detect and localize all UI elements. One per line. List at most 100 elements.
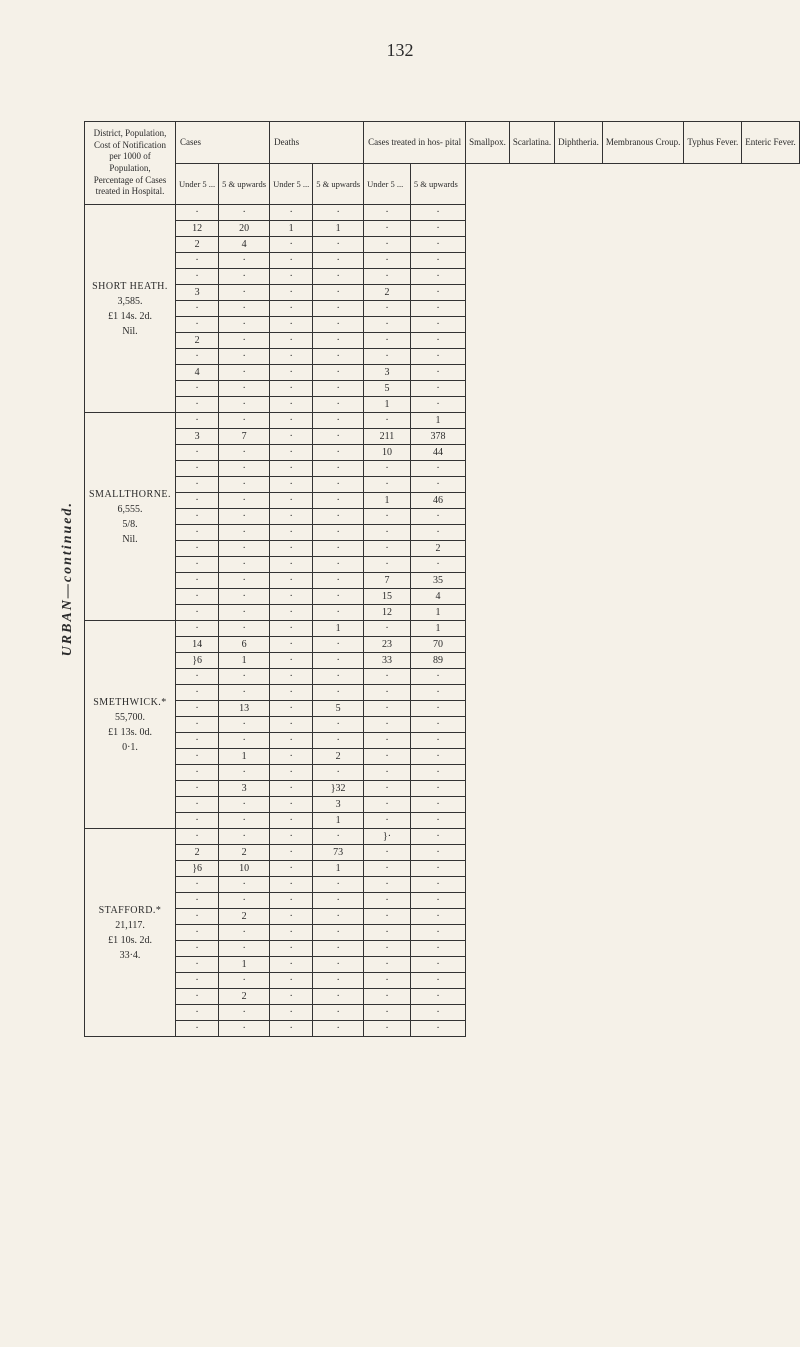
data-cell: · bbox=[270, 765, 313, 781]
data-cell: · bbox=[176, 493, 219, 509]
data-cell: · bbox=[313, 445, 364, 461]
data-cell: · bbox=[410, 749, 465, 765]
data-cell: · bbox=[364, 797, 411, 813]
data-cell: · bbox=[313, 893, 364, 909]
data-cell: · bbox=[176, 461, 219, 477]
data-cell: · bbox=[364, 957, 411, 973]
data-cell: · bbox=[270, 445, 313, 461]
data-cell: · bbox=[364, 333, 411, 349]
data-cell: · bbox=[176, 749, 219, 765]
data-cell: 3 bbox=[364, 365, 411, 381]
data-cell: · bbox=[270, 877, 313, 893]
data-cell: · bbox=[364, 317, 411, 333]
data-cell: · bbox=[176, 893, 219, 909]
data-cell: · bbox=[176, 973, 219, 989]
data-cell: · bbox=[270, 669, 313, 685]
data-cell: · bbox=[270, 781, 313, 797]
data-cell: · bbox=[410, 301, 465, 317]
data-cell: · bbox=[219, 733, 270, 749]
data-cell: 46 bbox=[410, 493, 465, 509]
data-cell: · bbox=[270, 893, 313, 909]
data-cell: · bbox=[410, 669, 465, 685]
data-cell: · bbox=[410, 333, 465, 349]
data-cell: · bbox=[219, 877, 270, 893]
disease-smallpox: Smallpox. bbox=[466, 122, 510, 164]
data-cell: · bbox=[364, 989, 411, 1005]
data-cell: · bbox=[176, 301, 219, 317]
data-cell: }6 bbox=[176, 653, 219, 669]
data-cell: · bbox=[410, 877, 465, 893]
disease-diphtheria: Diphtheria. bbox=[555, 122, 603, 164]
data-cell: · bbox=[270, 493, 313, 509]
data-cell: 23 bbox=[364, 637, 411, 653]
data-cell: · bbox=[270, 237, 313, 253]
data-cell: · bbox=[270, 685, 313, 701]
data-cell: · bbox=[364, 477, 411, 493]
data-cell: · bbox=[219, 893, 270, 909]
data-cell: · bbox=[410, 909, 465, 925]
district-cell: SHORT HEATH.3,585.£1 14s. 2d.Nil. bbox=[85, 205, 176, 413]
data-cell: · bbox=[410, 781, 465, 797]
data-cell: · bbox=[176, 1005, 219, 1021]
data-cell: · bbox=[219, 397, 270, 413]
data-cell: · bbox=[410, 957, 465, 973]
data-cell: · bbox=[364, 413, 411, 429]
data-cell: 12 bbox=[176, 221, 219, 237]
page-number: 132 bbox=[60, 40, 740, 61]
data-cell: 3 bbox=[219, 781, 270, 797]
data-cell: · bbox=[410, 813, 465, 829]
data-cell: · bbox=[313, 653, 364, 669]
data-cell: · bbox=[219, 717, 270, 733]
data-cell: · bbox=[410, 461, 465, 477]
data-cell: 20 bbox=[219, 221, 270, 237]
stats-table: District, Population, Cost of Notificati… bbox=[84, 121, 800, 1037]
data-cell: · bbox=[219, 669, 270, 685]
data-cell: 2 bbox=[219, 845, 270, 861]
data-cell: · bbox=[176, 797, 219, 813]
data-cell: · bbox=[270, 317, 313, 333]
data-cell: · bbox=[364, 557, 411, 573]
data-cell: 13 bbox=[219, 701, 270, 717]
data-cell: · bbox=[313, 269, 364, 285]
data-cell: 2 bbox=[313, 749, 364, 765]
data-cell: · bbox=[364, 877, 411, 893]
data-cell: · bbox=[176, 525, 219, 541]
data-cell: 1 bbox=[219, 749, 270, 765]
row-label-treated: Cases treated in hos- pital bbox=[364, 122, 466, 164]
data-cell: · bbox=[313, 365, 364, 381]
data-cell: · bbox=[219, 365, 270, 381]
data-cell: · bbox=[219, 973, 270, 989]
data-cell: · bbox=[410, 733, 465, 749]
data-cell: · bbox=[176, 989, 219, 1005]
data-cell: 14 bbox=[176, 637, 219, 653]
sub-up-1: 5 & upwards bbox=[219, 163, 270, 205]
data-cell: · bbox=[176, 573, 219, 589]
data-cell: · bbox=[176, 813, 219, 829]
data-cell: · bbox=[270, 829, 313, 845]
data-cell: · bbox=[176, 269, 219, 285]
data-cell: · bbox=[176, 877, 219, 893]
data-cell: · bbox=[364, 1005, 411, 1021]
data-cell: 4 bbox=[176, 365, 219, 381]
data-cell: · bbox=[219, 509, 270, 525]
data-cell: 1 bbox=[313, 221, 364, 237]
data-cell: 5 bbox=[313, 701, 364, 717]
data-cell: · bbox=[364, 861, 411, 877]
data-cell: · bbox=[270, 397, 313, 413]
data-cell: 33 bbox=[364, 653, 411, 669]
data-cell: · bbox=[270, 525, 313, 541]
data-cell: · bbox=[219, 317, 270, 333]
data-cell: · bbox=[313, 381, 364, 397]
data-cell: 1 bbox=[270, 221, 313, 237]
data-cell: 1 bbox=[364, 397, 411, 413]
data-cell: · bbox=[176, 909, 219, 925]
row-label-cases: Cases bbox=[176, 122, 270, 164]
data-cell: 4 bbox=[410, 589, 465, 605]
data-cell: · bbox=[313, 909, 364, 925]
data-cell: · bbox=[270, 637, 313, 653]
data-cell: · bbox=[270, 477, 313, 493]
data-cell: · bbox=[219, 333, 270, 349]
data-cell: 3 bbox=[313, 797, 364, 813]
data-cell: · bbox=[176, 477, 219, 493]
data-cell: 7 bbox=[219, 429, 270, 445]
